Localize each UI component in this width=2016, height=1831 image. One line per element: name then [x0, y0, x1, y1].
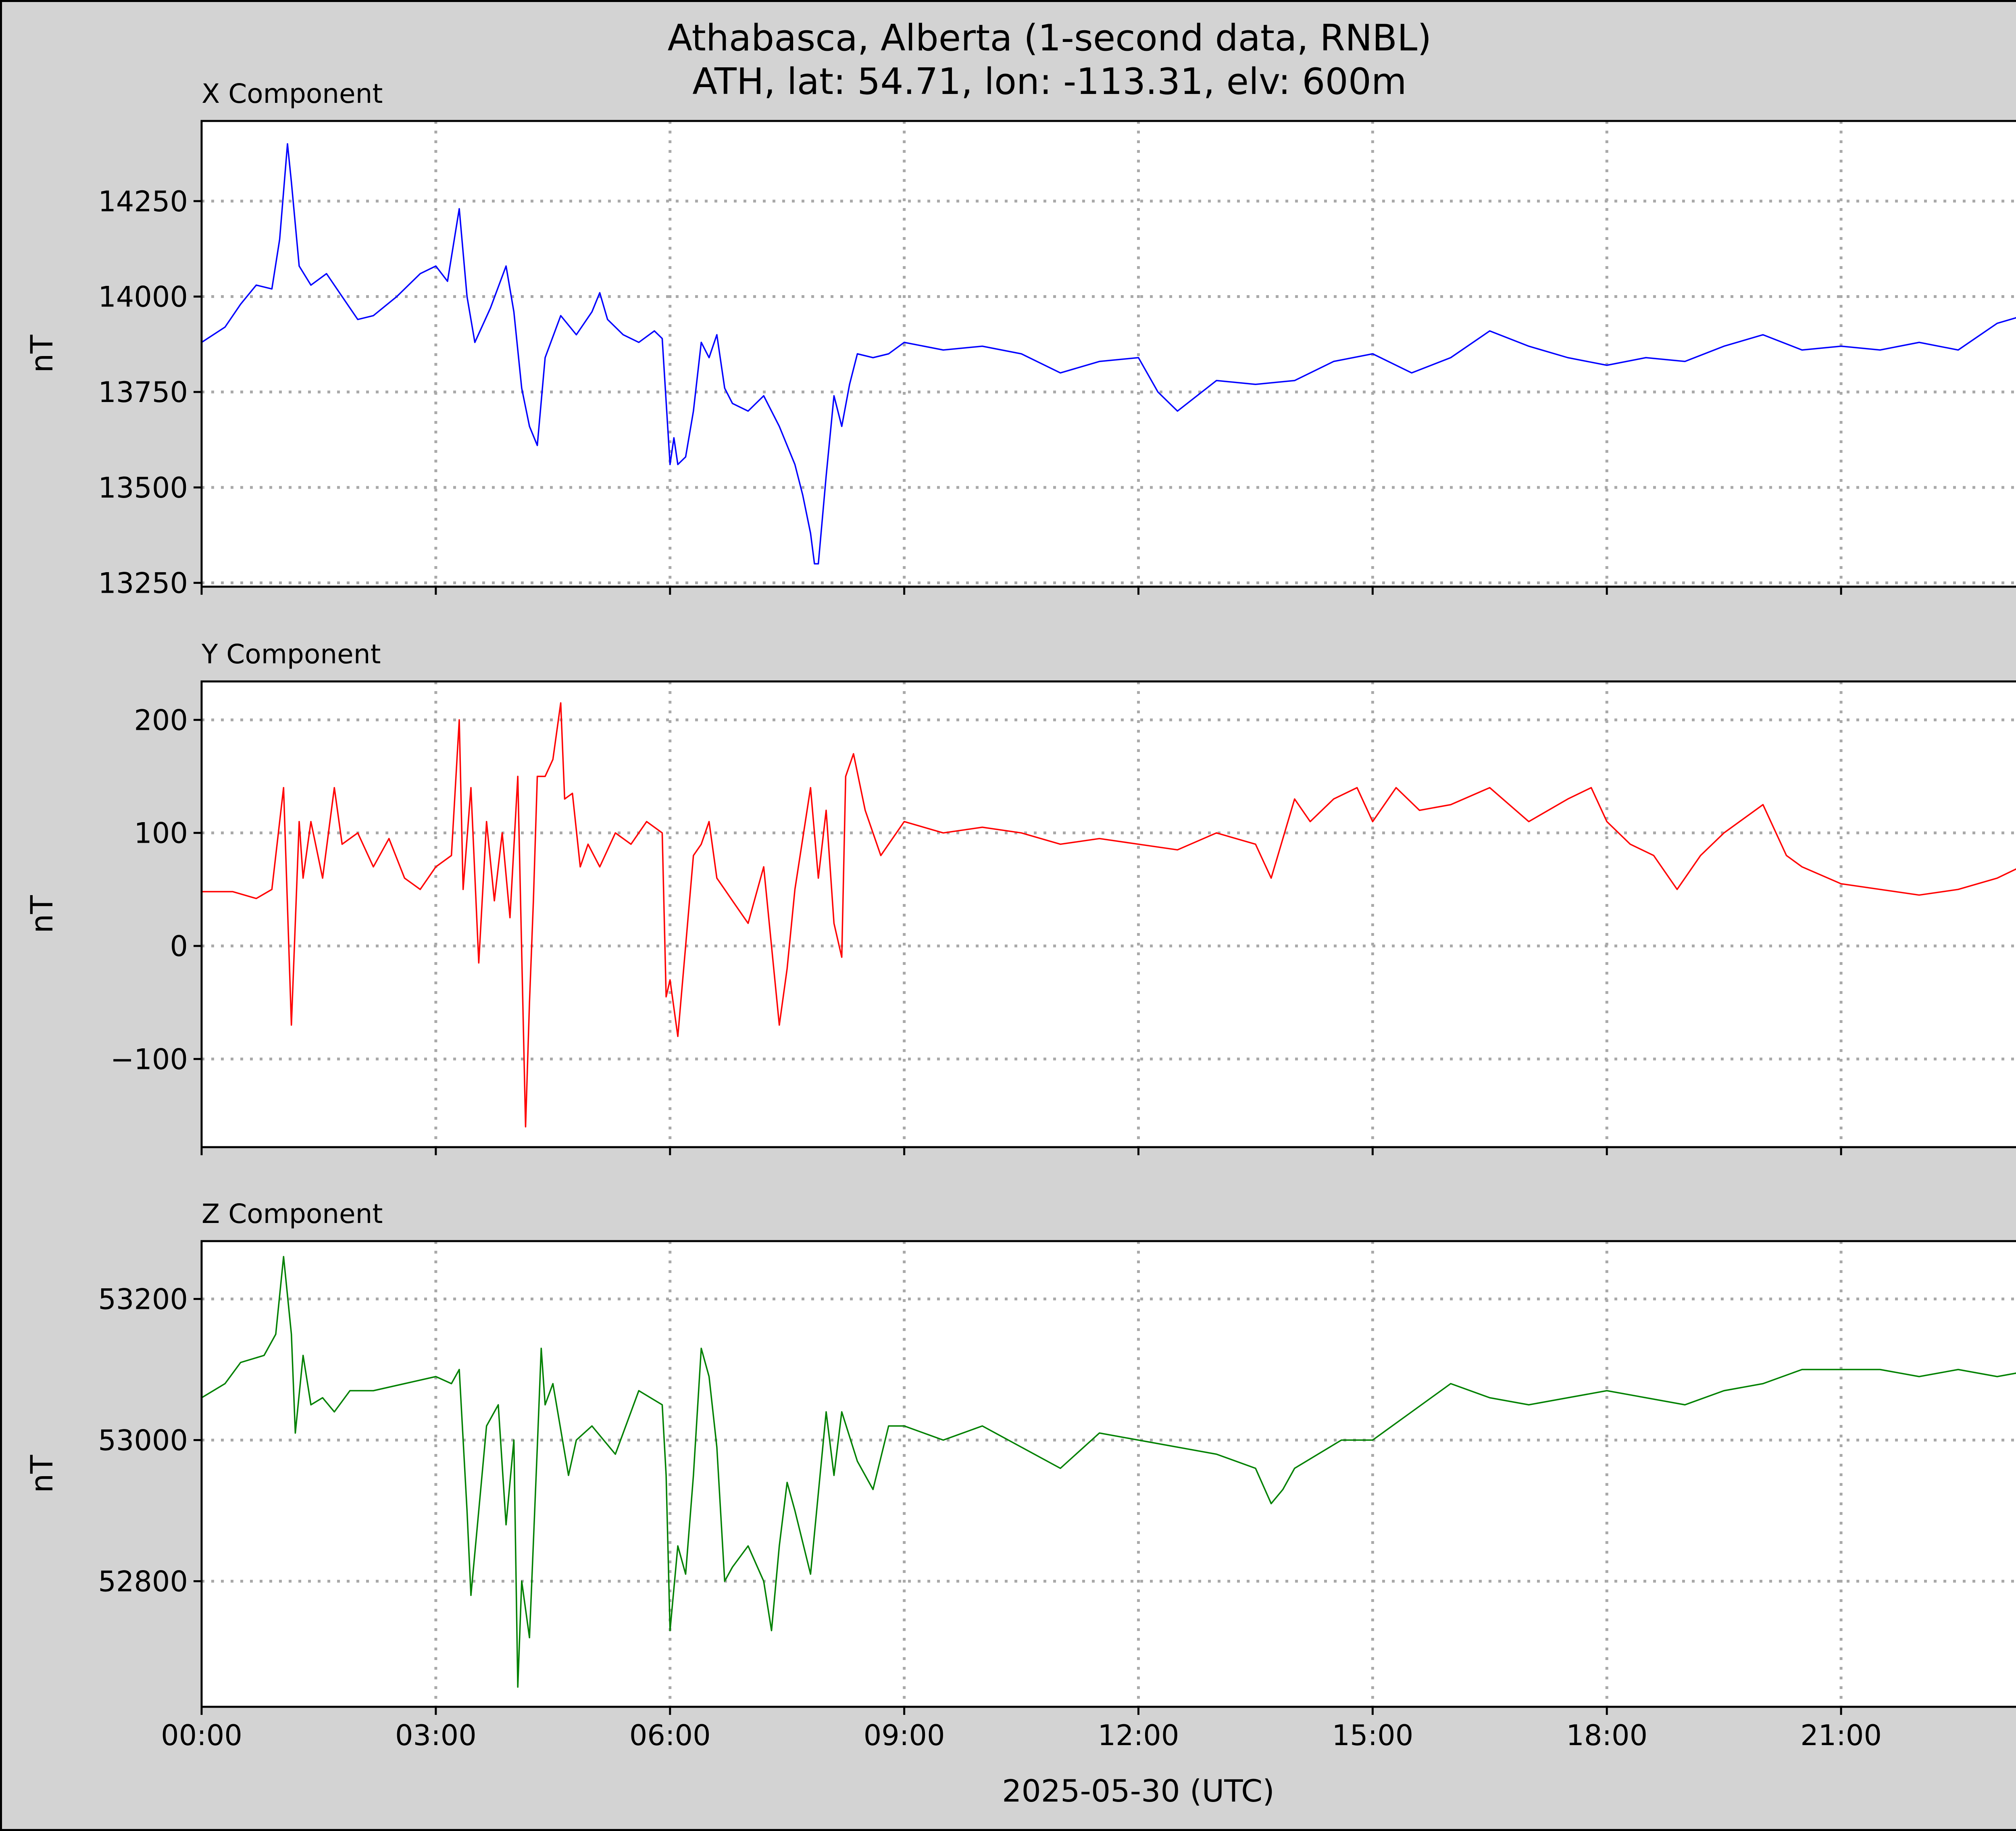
y-tick-label: 200: [134, 704, 188, 737]
x-tick-label: 00:00: [161, 1719, 242, 1752]
z-series-line: [201, 1256, 2016, 1688]
z-panel-title: Z Component: [202, 1198, 383, 1229]
plot-area: [202, 1241, 2016, 1707]
plot-area: [202, 121, 2016, 587]
figure-title-line1: Athabasca, Alberta (1-second data, RNBL): [668, 17, 1432, 59]
panel-2: 00:00 03:00 06:00 09:00 12:00 15:00 18:00 21:00…: [24, 1198, 2016, 1752]
figure-title-line2: ATH, lat: 54.71, lon: -113.31, elv: 600m: [692, 60, 1406, 103]
x-axis-label: 2025-05-30 (UTC): [1002, 1773, 1275, 1809]
panel-0: 13250 13500 13750 14000 14250 X Component nT: [24, 78, 2016, 600]
x-tick-label: 21:00: [1800, 1719, 1882, 1752]
x-tick-label: 09:00: [864, 1719, 945, 1752]
y-tick-label: 0: [170, 930, 188, 963]
y-tick-label: 13250: [98, 567, 188, 600]
x-tick-label: 03:00: [395, 1719, 477, 1752]
y-tick-label: 100: [134, 817, 188, 850]
y-series-line: [202, 702, 2016, 1128]
y-tick-label: −100: [110, 1043, 188, 1076]
y-tick-label: 14250: [98, 185, 188, 218]
y-tick-label: 13500: [98, 471, 188, 504]
x-tick-label: 15:00: [1332, 1719, 1414, 1752]
x-panel-title: X Component: [202, 78, 383, 109]
x-tick-label: 18:00: [1566, 1719, 1647, 1752]
panel-1: −100 0 100 200 Y Component nT: [24, 639, 2016, 1155]
x-tick-label: 12:00: [1098, 1719, 1179, 1752]
y-axis-label: nT: [24, 335, 60, 373]
x-series-line: [201, 143, 2016, 565]
y-tick-label: 52800: [98, 1565, 188, 1598]
y-tick-label: 13750: [98, 376, 188, 409]
y-panel-title: Y Component: [201, 639, 381, 670]
y-tick-label: 53000: [98, 1424, 188, 1457]
x-tick-label: 06:00: [629, 1719, 711, 1752]
y-tick-label: 14000: [98, 280, 188, 313]
y-tick-label: 53200: [98, 1283, 188, 1316]
plot-area: [202, 681, 2016, 1147]
y-axis-label: nT: [24, 1455, 60, 1493]
y-axis-label: nT: [24, 895, 60, 933]
